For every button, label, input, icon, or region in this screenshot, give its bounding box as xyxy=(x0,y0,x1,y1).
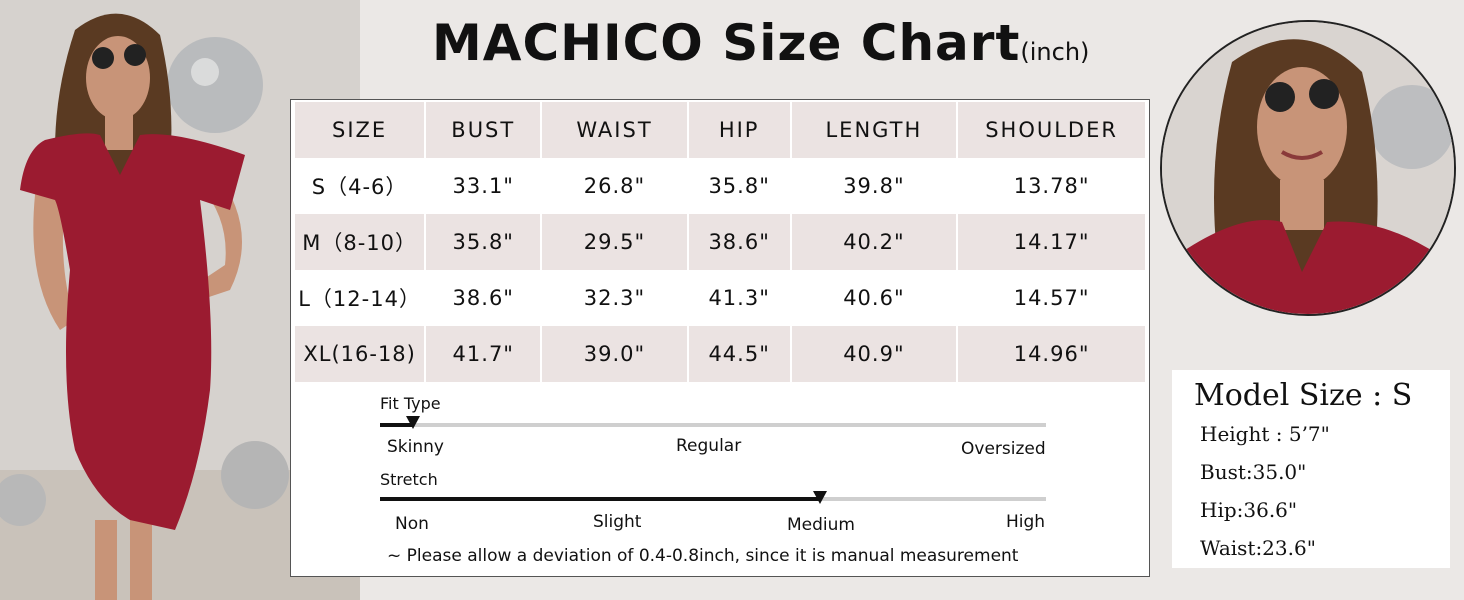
cell-bust: 38.6" xyxy=(426,270,541,326)
cell-waist: 29.5" xyxy=(542,214,687,270)
header-waist: WAIST xyxy=(542,102,687,158)
cell-size: XL(16-18) xyxy=(295,326,425,382)
cell-shoulder: 14.17" xyxy=(958,214,1145,270)
fit-type-track xyxy=(380,423,1046,427)
cell-size: M（8-10） xyxy=(295,214,425,270)
cell-length: 39.8" xyxy=(791,158,957,214)
header-bust: BUST xyxy=(426,102,541,158)
cell-hip: 44.5" xyxy=(688,326,790,382)
cell-shoulder: 14.96" xyxy=(958,326,1145,382)
fit-type-label: Fit Type xyxy=(380,394,441,413)
fit-type-tick-oversized: Oversized xyxy=(961,439,1046,459)
table-header-row: SIZE BUST WAIST HIP LENGTH SHOULDER xyxy=(295,102,1145,158)
table-row: S（4-6） 33.1" 26.8" 35.8" 39.8" 13.78" xyxy=(295,158,1145,214)
stretch-label: Stretch xyxy=(380,470,438,489)
model-size-title: Model Size : S xyxy=(1194,378,1413,413)
header-hip: HIP xyxy=(688,102,790,158)
cell-hip: 35.8" xyxy=(688,158,790,214)
stretch-tick-high: High xyxy=(1006,512,1046,532)
cell-hip: 41.3" xyxy=(688,270,790,326)
header-length: LENGTH xyxy=(791,102,957,158)
model-portrait-photo xyxy=(1160,20,1456,316)
measurement-note: ~ Please allow a deviation of 0.4-0.8inc… xyxy=(387,546,1019,566)
model-waist: Waist:23.6" xyxy=(1200,536,1316,560)
model-hip: Hip:36.6" xyxy=(1200,498,1298,522)
cell-length: 40.9" xyxy=(791,326,957,382)
fit-type-fill xyxy=(380,423,413,427)
model-size-card: Model Size : S Height : 5’7" Bust:35.0" … xyxy=(1172,370,1450,568)
table-row: L（12-14） 38.6" 32.3" 41.3" 40.6" 14.57" xyxy=(295,270,1145,326)
title-text: MACHICO Size Chart xyxy=(432,14,1021,72)
model-height: Height : 5’7" xyxy=(1200,422,1330,446)
size-table: SIZE BUST WAIST HIP LENGTH SHOULDER S（4-… xyxy=(293,102,1147,382)
cell-waist: 26.8" xyxy=(542,158,687,214)
table-row: XL(16-18) 41.7" 39.0" 44.5" 40.9" 14.96" xyxy=(295,326,1145,382)
cell-hip: 38.6" xyxy=(688,214,790,270)
cell-bust: 41.7" xyxy=(426,326,541,382)
title-unit: (inch) xyxy=(1020,38,1090,66)
cell-bust: 33.1" xyxy=(426,158,541,214)
cell-waist: 32.3" xyxy=(542,270,687,326)
fit-type-marker xyxy=(406,416,420,429)
fit-type-tick-skinny: Skinny xyxy=(387,437,444,457)
portrait-illustration xyxy=(1162,22,1454,314)
stretch-tick-non: Non xyxy=(395,514,429,534)
stretch-tick-medium: Medium xyxy=(787,515,855,535)
cell-shoulder: 14.57" xyxy=(958,270,1145,326)
stretch-marker xyxy=(813,491,827,504)
model-bust: Bust:35.0" xyxy=(1200,460,1307,484)
cell-length: 40.6" xyxy=(791,270,957,326)
fit-type-tick-regular: Regular xyxy=(676,436,742,456)
stretch-tick-slight: Slight xyxy=(593,512,642,532)
table-row: M（8-10） 35.8" 29.5" 38.6" 40.2" 14.17" xyxy=(295,214,1145,270)
cell-bust: 35.8" xyxy=(426,214,541,270)
stretch-fill xyxy=(380,497,820,501)
size-chart-panel: SIZE BUST WAIST HIP LENGTH SHOULDER S（4-… xyxy=(290,99,1150,577)
page-title: MACHICO Size Chart(inch) xyxy=(432,14,1089,72)
cell-length: 40.2" xyxy=(791,214,957,270)
header-size: SIZE xyxy=(295,102,425,158)
cell-shoulder: 13.78" xyxy=(958,158,1145,214)
cell-size: L（12-14） xyxy=(295,270,425,326)
cell-waist: 39.0" xyxy=(542,326,687,382)
cell-size: S（4-6） xyxy=(295,158,425,214)
header-shoulder: SHOULDER xyxy=(958,102,1145,158)
